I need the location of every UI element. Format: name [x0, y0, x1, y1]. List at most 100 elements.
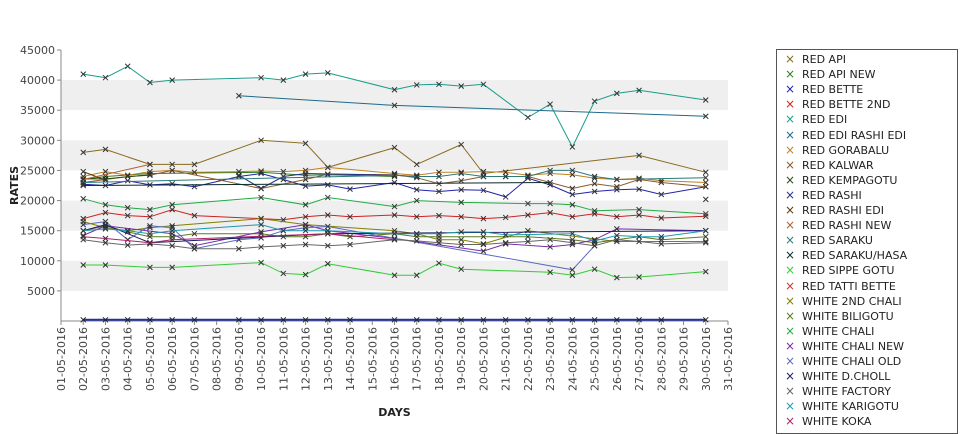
- x-tick-label: 23-05-2016: [544, 327, 557, 391]
- data-point-red-edi-rashi-edi: [702, 113, 709, 120]
- y-tick-label: 15000: [20, 225, 55, 238]
- data-point-red-edi: [436, 81, 442, 88]
- data-point-red-bette-2nd: [147, 213, 153, 220]
- data-point-baseline: [591, 316, 598, 323]
- data-point-red-kalwar: [613, 183, 620, 190]
- data-point-red-bette-2nd: [636, 212, 642, 218]
- data-point-red-sippe-gotu: [302, 271, 309, 278]
- data-point-white-koka: [102, 235, 109, 242]
- legend-item: × WHITE BILIGOTU: [781, 309, 957, 324]
- data-point-red-saraku: [413, 173, 420, 180]
- data-point-white-chali-old: [569, 266, 576, 273]
- data-point-red-edi: [591, 98, 598, 105]
- legend-item: × WHITE CHALI: [781, 324, 957, 339]
- legend-marker-icon: ×: [784, 52, 796, 66]
- x-tick-label: 26-05-2016: [611, 327, 624, 391]
- data-point-red-gorabalu: [569, 171, 576, 178]
- legend-marker-icon: ×: [784, 218, 796, 233]
- data-point-red-bette: [391, 179, 398, 186]
- data-point-baseline: [702, 316, 709, 323]
- data-point-red-kalwar: [458, 177, 465, 184]
- legend-item: × RED RASHI: [781, 188, 957, 203]
- legend-marker-icon: ×: [784, 67, 796, 82]
- x-tick-label: 15-05-2016: [366, 327, 379, 391]
- series-line-white-biligotu: [83, 225, 706, 244]
- data-point-red-kalwar: [702, 183, 709, 190]
- data-point-red-sippe-gotu: [80, 262, 87, 268]
- data-point-red-bette-2nd: [436, 212, 442, 219]
- data-point-red-sippe-gotu: [569, 272, 576, 279]
- x-tick-label: 08-05-2016: [211, 327, 224, 391]
- data-point-red-sippe-gotu: [102, 262, 109, 268]
- data-point-white-chali-old: [324, 223, 331, 230]
- data-point-red-api: [458, 141, 465, 148]
- data-point-white-chali-new: [480, 248, 487, 254]
- x-tick-label: 11-05-2016: [277, 327, 290, 391]
- data-point-white-karigotu: [124, 227, 131, 234]
- x-tick-label: 19-05-2016: [455, 327, 468, 391]
- data-point-red-edi: [525, 114, 531, 121]
- x-tick-label: 24-05-2016: [566, 327, 579, 391]
- data-point-white-factory: [458, 241, 465, 248]
- data-point-red-edi: [547, 101, 553, 108]
- data-point-white-chali-new: [591, 236, 598, 243]
- data-point-red-edi: [302, 71, 309, 77]
- data-point-white-chali: [147, 206, 153, 213]
- data-point-white-karigotu: [702, 227, 709, 234]
- data-point-white-chali: [547, 200, 553, 207]
- series-line-red-saraku-hasa: [83, 182, 551, 186]
- legend-label: RED API NEW: [802, 68, 876, 82]
- data-point-red-saraku: [547, 167, 553, 174]
- y-tick-label: 35000: [20, 104, 55, 117]
- data-point-white-koka: [391, 236, 398, 243]
- data-point-red-bette-2nd: [569, 213, 576, 220]
- data-point-white-karigotu: [258, 221, 264, 228]
- legend-marker-icon: ×: [784, 112, 796, 127]
- data-point-red-bette-2nd: [547, 209, 553, 216]
- data-point-red-saraku: [702, 174, 709, 181]
- data-point-red-sippe-gotu: [147, 264, 153, 271]
- data-point-red-gorabalu: [324, 164, 331, 171]
- data-point-red-bette: [436, 188, 442, 195]
- data-point-red-gorabalu: [191, 169, 198, 176]
- x-tick-label: 13-05-2016: [322, 327, 335, 391]
- data-point-red-api: [702, 169, 709, 176]
- data-point-white-factory: [102, 239, 109, 246]
- data-point-white-karigotu: [280, 227, 287, 234]
- legend-marker-icon: ×: [784, 278, 796, 293]
- data-point-white-karigotu: [480, 229, 487, 235]
- data-point-red-bette: [236, 173, 242, 180]
- data-point-red-bette: [591, 188, 598, 195]
- data-point-red-edi: [258, 74, 264, 81]
- data-point-red-edi: [613, 90, 620, 97]
- x-tick-label: 06-05-2016: [166, 327, 179, 391]
- data-point-white-biligotu: [347, 233, 353, 240]
- x-tick-label: 09-05-2016: [233, 327, 246, 391]
- x-tick-label: 22-05-2016: [522, 327, 535, 391]
- legend-marker-icon: ×: [784, 263, 796, 278]
- data-point-baseline: [258, 316, 264, 323]
- data-point-baseline: [280, 316, 287, 323]
- legend-marker-icon: ×: [784, 203, 796, 217]
- data-point-white-koka: [80, 233, 87, 240]
- legend-label: WHITE 2ND CHALI: [802, 294, 902, 308]
- data-point-red-rashi: [258, 185, 264, 192]
- x-tick-label: 01-05-2016: [55, 327, 68, 391]
- data-point-red-edi: [413, 82, 420, 88]
- data-point-red-edi: [324, 70, 331, 76]
- data-point-red-sippe-gotu: [324, 260, 331, 267]
- data-point-white-biligotu: [702, 233, 709, 240]
- data-point-red-bette-2nd: [124, 212, 131, 219]
- legend-label: RED SARAKU: [802, 234, 873, 248]
- x-tick-label: 27-05-2016: [633, 327, 646, 391]
- data-point-red-kempagotu: [102, 176, 109, 182]
- data-point-red-rashi: [236, 172, 242, 179]
- data-point-baseline: [391, 316, 398, 323]
- data-point-red-edi: [80, 71, 87, 77]
- data-point-red-gorabalu: [702, 179, 709, 186]
- data-point-baseline: [347, 316, 353, 323]
- legend-label: WHITE BILIGOTU: [802, 309, 894, 323]
- data-point-red-edi: [280, 77, 287, 83]
- data-point-baseline: [636, 316, 642, 323]
- x-tick-label: 18-05-2016: [433, 327, 446, 391]
